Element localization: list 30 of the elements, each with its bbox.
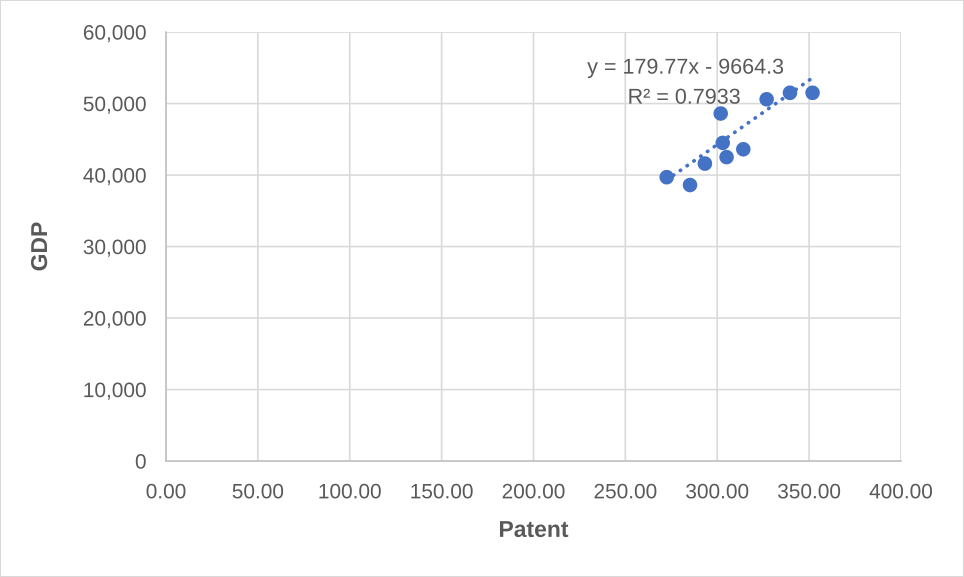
point: [698, 156, 712, 171]
y-tick-label: 30,000: [84, 240, 146, 257]
y-tick-label: 0: [136, 454, 146, 469]
point: [682, 178, 698, 192]
point: [719, 150, 734, 164]
x-tick-label: 200.00: [502, 484, 565, 499]
annotation: R² = 0.7933: [629, 88, 740, 104]
y-tick-label: 40,000: [83, 168, 146, 186]
x-tick-label: 400.00: [870, 484, 932, 499]
x-tick-label: 300.00: [686, 484, 748, 499]
point: [759, 92, 774, 107]
point: [736, 142, 751, 157]
y-axis-title: GDP: [30, 222, 48, 270]
point: [659, 170, 674, 184]
x-tick-label: 0.00: [146, 484, 186, 499]
y-tick-label: 10,000: [84, 382, 146, 400]
x-tick-label: 250.00: [594, 484, 656, 499]
x-tick-label: 150.00: [411, 484, 473, 499]
x-axis-title: Patent: [500, 521, 568, 538]
x-tick-label: 50.00: [232, 484, 284, 499]
y-tick-label: 20,000: [84, 311, 146, 328]
point: [715, 136, 730, 150]
point: [713, 106, 728, 121]
y-tick-label: 60,000: [84, 25, 146, 42]
y-tick-label: 50,000: [84, 96, 146, 114]
x-tick-label: 100.00: [319, 484, 381, 499]
x-tick-label: 350.00: [778, 484, 840, 499]
point: [782, 86, 798, 100]
annotation: y = 179.77x - 9664.3: [587, 58, 784, 78]
point: [805, 86, 820, 100]
